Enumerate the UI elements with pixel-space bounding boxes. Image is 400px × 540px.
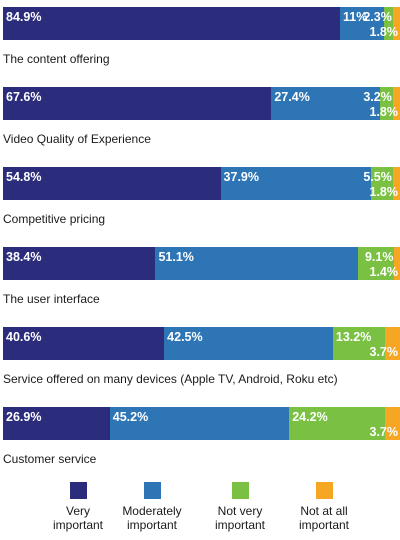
legend-label-line: Not at all	[300, 504, 348, 518]
bar-row: 84.9% 11% 2.3% 1.8% The content offering	[0, 7, 400, 77]
stacked-bar: 40.6% 42.5% 13.2% 3.7%	[3, 327, 400, 360]
bar-segment	[220, 167, 371, 200]
legend-swatch	[231, 482, 249, 499]
data-label: 13.2%	[335, 330, 372, 344]
stacked-bar: 38.4% 51.1% 9.1% 1.4%	[3, 247, 400, 280]
data-label: 42.5%	[167, 330, 203, 344]
data-label: 67.6%	[6, 90, 42, 104]
bar-segment	[392, 7, 400, 40]
data-label: 1.4%	[369, 265, 399, 279]
bar-row: 38.4% 51.1% 9.1% 1.4% The user interface	[0, 247, 400, 317]
bar-segment	[385, 327, 400, 360]
category-label: The user interface	[3, 292, 100, 306]
data-label: 45.2%	[112, 410, 149, 424]
bar-segment	[358, 247, 395, 280]
data-label: 26.9%	[6, 410, 42, 424]
data-label: 1.8%	[369, 185, 399, 199]
stacked-bar: 67.6% 27.4% 3.2% 1.8%	[3, 87, 400, 120]
bar-segment	[271, 87, 381, 120]
legend-label-line: Very	[65, 504, 90, 518]
bar-row: 67.6% 27.4% 3.2% 1.8% Video Quality of Exper…	[0, 87, 400, 157]
bar-segment	[109, 407, 290, 440]
legend-label-line: important	[52, 518, 104, 532]
legend-label: Moderately important	[102, 504, 202, 532]
data-label: 3.7%	[369, 425, 399, 439]
data-label: 5.5%	[363, 170, 392, 184]
bar-segment	[3, 167, 221, 200]
bar-segment	[3, 87, 272, 120]
data-label: 40.6%	[6, 330, 42, 344]
category-label: Service offered on many devices (Apple T…	[3, 372, 338, 386]
legend-label: Not very important	[190, 504, 290, 532]
legend-swatch	[143, 482, 161, 499]
legend-label: Not at all important	[274, 504, 374, 532]
legend-item: Very important	[28, 482, 128, 540]
bar-segment	[3, 247, 156, 280]
bar-segment	[385, 407, 400, 440]
bar-segment	[340, 7, 384, 40]
data-label: 1.8%	[369, 105, 399, 119]
bar-row: 40.6% 42.5% 13.2% 3.7% Service offered on ma…	[0, 327, 400, 397]
data-label: 1.8%	[369, 25, 399, 39]
data-label: 24.2%	[292, 410, 328, 424]
bar-segment	[394, 247, 400, 280]
bar-segment	[383, 7, 393, 40]
bar-segment	[3, 407, 110, 440]
legend-label-line: important	[214, 518, 266, 532]
data-label: 54.8%	[6, 170, 42, 184]
legend-label-line: important	[298, 518, 350, 532]
stacked-bar: 26.9% 45.2% 24.2% 3.7%	[3, 407, 400, 440]
bar-segment	[392, 167, 400, 200]
legend-swatch	[315, 482, 333, 499]
data-label: 27.4%	[274, 90, 310, 104]
data-label: 3.7%	[369, 345, 399, 359]
bar-segment	[155, 247, 359, 280]
bar-segment	[289, 407, 386, 440]
data-label: 2.3%	[363, 10, 392, 24]
bar-segment	[3, 327, 165, 360]
data-label: 11%	[343, 10, 368, 24]
legend-label-line: Moderately	[122, 504, 182, 518]
data-label: 38.4%	[6, 250, 42, 264]
bar-segment	[371, 167, 393, 200]
bar-row: 26.9% 45.2% 24.2% 3.7% Customer service	[0, 407, 400, 477]
data-label: 51.1%	[158, 250, 194, 264]
legend-label-line: important	[126, 518, 178, 532]
legend-item: Moderately important	[102, 482, 202, 540]
data-label: 9.1%	[364, 250, 394, 264]
legend-label: Very important	[28, 504, 128, 532]
bar-segment	[332, 327, 386, 360]
bar-segment	[3, 7, 341, 40]
legend-label-line: Not very	[217, 504, 263, 518]
data-label: 3.2%	[363, 90, 392, 104]
stacked-bar: 54.8% 37.9% 5.5% 1.8%	[3, 167, 400, 200]
data-label: 37.9%	[223, 170, 259, 184]
category-label: The content offering	[3, 52, 110, 66]
category-label: Customer service	[3, 452, 97, 466]
bar-segment	[164, 327, 333, 360]
legend-swatch	[69, 482, 87, 499]
category-label: Competitive pricing	[3, 212, 106, 226]
stacked-bar: 84.9% 11% 2.3% 1.8%	[3, 7, 400, 40]
data-label: 84.9%	[6, 10, 42, 24]
legend-item: Not at all important	[274, 482, 374, 540]
bar-row: 54.8% 37.9% 5.5% 1.8% Competitive pricing	[0, 167, 400, 237]
category-label: Video Quality of Experience	[3, 132, 151, 146]
bar-segment	[380, 87, 393, 120]
bar-segment	[392, 87, 400, 120]
chart-legend: Very important Moderately important Not very…	[0, 482, 400, 540]
legend-item: Not very important	[190, 482, 290, 540]
